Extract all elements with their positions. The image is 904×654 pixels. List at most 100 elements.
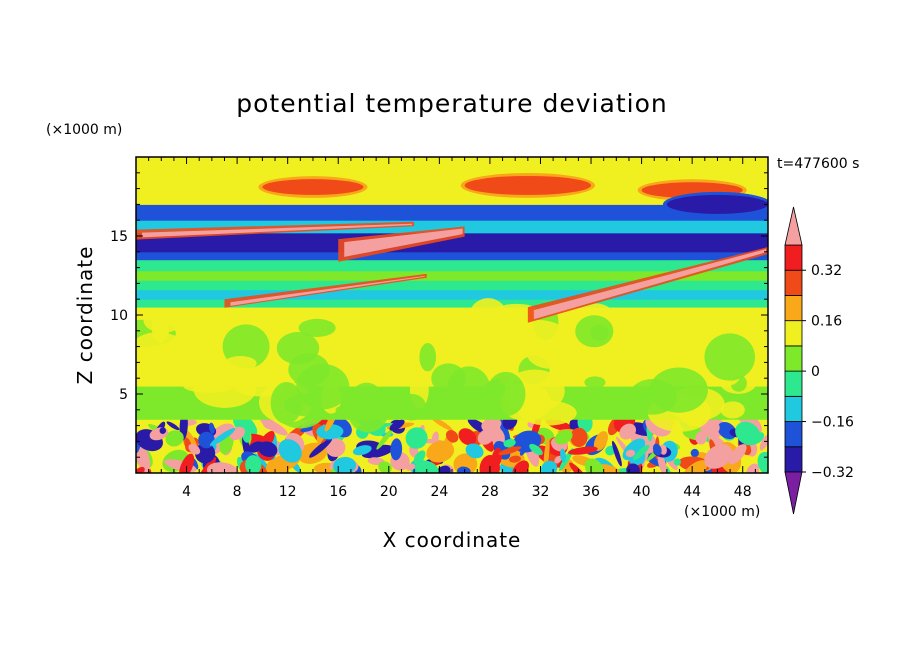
mid-patch [447, 366, 491, 413]
band-3 [136, 299, 768, 308]
colorbar-box [784, 421, 803, 448]
colorbar-box [784, 370, 803, 397]
turbulence-cell [626, 463, 640, 473]
colorbar-tick-label: 0 [811, 364, 820, 380]
time-label: t=477600 s [777, 156, 859, 172]
turbulence-cell [309, 438, 333, 458]
turbulence-cell [543, 437, 550, 471]
turbulence-cell [258, 441, 278, 457]
feature-sheet-3 [533, 249, 766, 320]
colorbar-tick-label: −0.16 [811, 415, 854, 431]
turbulence-cell [570, 427, 588, 448]
x-tick-label: 40 [633, 484, 651, 500]
turbulence-cell [240, 421, 251, 443]
turbulence-cell [673, 458, 681, 466]
turbulence-cell [333, 456, 357, 473]
colorbar-tick-label: 0.16 [811, 314, 842, 330]
mid-patch [163, 345, 221, 379]
colorbar-box [784, 295, 803, 322]
colorbar-extend-top [784, 206, 803, 246]
turbulence-cell [554, 455, 562, 464]
turbulence-cell [405, 463, 416, 471]
x-tick-label: 16 [329, 484, 347, 500]
turbulence-cell [458, 428, 477, 446]
mid-patch [649, 367, 708, 413]
mid-patch [335, 403, 376, 417]
mid-patch [467, 298, 509, 344]
turbulence-cell [690, 448, 699, 458]
turbulence-cell [735, 421, 761, 446]
mid-patch [396, 393, 427, 421]
feature-blob-4 [262, 179, 364, 195]
band-11 [136, 204, 768, 221]
turbulence-cell [165, 430, 184, 447]
turbulence-cell [405, 427, 428, 449]
colorbar-box [784, 269, 803, 296]
y-axis-label: Z coordinate [73, 246, 97, 385]
turbulence-cell [245, 455, 262, 473]
colorbar-extend-bottom [784, 471, 803, 515]
mid-patch [143, 307, 183, 333]
x-tick-label: 44 [683, 484, 701, 500]
turbulence-cell [612, 440, 622, 467]
turbulence-cell [196, 457, 217, 473]
x-tick-label: 20 [380, 484, 398, 500]
mid-patch [510, 319, 567, 350]
turbulence-cell [445, 430, 459, 443]
band-9 [136, 232, 768, 253]
colorbar-box [784, 345, 803, 372]
band-4 [136, 289, 768, 300]
mid-patch [622, 346, 664, 379]
colorbar-box [784, 320, 803, 347]
turbulence-cell [746, 463, 760, 473]
turbulence-cell [512, 460, 529, 473]
feature-blob-5 [464, 175, 592, 195]
turbulence-cell [706, 421, 720, 435]
colorbar: 0.32 0.16 0 −0.16 −0.32 [784, 206, 854, 515]
turbulence-cell [695, 431, 707, 445]
mid-patch [183, 379, 234, 393]
mid-patch [270, 381, 303, 425]
band-8 [136, 251, 768, 261]
y-tick-label: 15 [110, 229, 128, 245]
turbulence-cell [278, 439, 302, 463]
x-tick-label: 28 [481, 484, 499, 500]
turbulence-cell [632, 444, 650, 461]
band-5 [136, 280, 768, 291]
turbulence-cell [728, 444, 747, 465]
turbulence-cell [657, 454, 667, 473]
x-tick-label: 48 [734, 484, 752, 500]
turbulence-cell [265, 459, 290, 473]
feature-blob-7 [666, 194, 768, 214]
turbulence-cell [759, 434, 768, 451]
turbulence-cell [498, 446, 522, 456]
colorbar-box [784, 395, 803, 422]
x-tick-label: 4 [182, 484, 191, 500]
y-tick-label: 10 [110, 308, 128, 324]
x-axis-label: X coordinate [383, 528, 522, 552]
turbulence-cell [390, 438, 403, 461]
turbulence-cell [625, 449, 636, 458]
turbulence-cell [529, 443, 543, 456]
turbulence-cell [136, 466, 145, 473]
mid-patch [720, 401, 745, 419]
turbulence-cell [209, 422, 215, 434]
turbulence-cell [194, 443, 216, 464]
turbulence-cell [325, 438, 346, 457]
chart-title: potential temperature deviation [236, 89, 667, 118]
turbulence-cell [499, 419, 511, 444]
turbulence-cell [389, 419, 405, 431]
x-unit-label: (×1000 m) [684, 504, 760, 520]
turbulence-cell [560, 448, 566, 463]
colorbar-tick-label: −0.32 [811, 465, 854, 481]
turbulence-cell [430, 416, 453, 431]
turbulence-cell [568, 446, 598, 455]
turbulence-cell [477, 429, 494, 445]
turbulence-cell [352, 445, 372, 456]
turbulence-cell [503, 438, 516, 448]
x-tick-label: 32 [532, 484, 550, 500]
turbulence-cell [593, 431, 608, 451]
turbulence-cell [509, 455, 521, 463]
